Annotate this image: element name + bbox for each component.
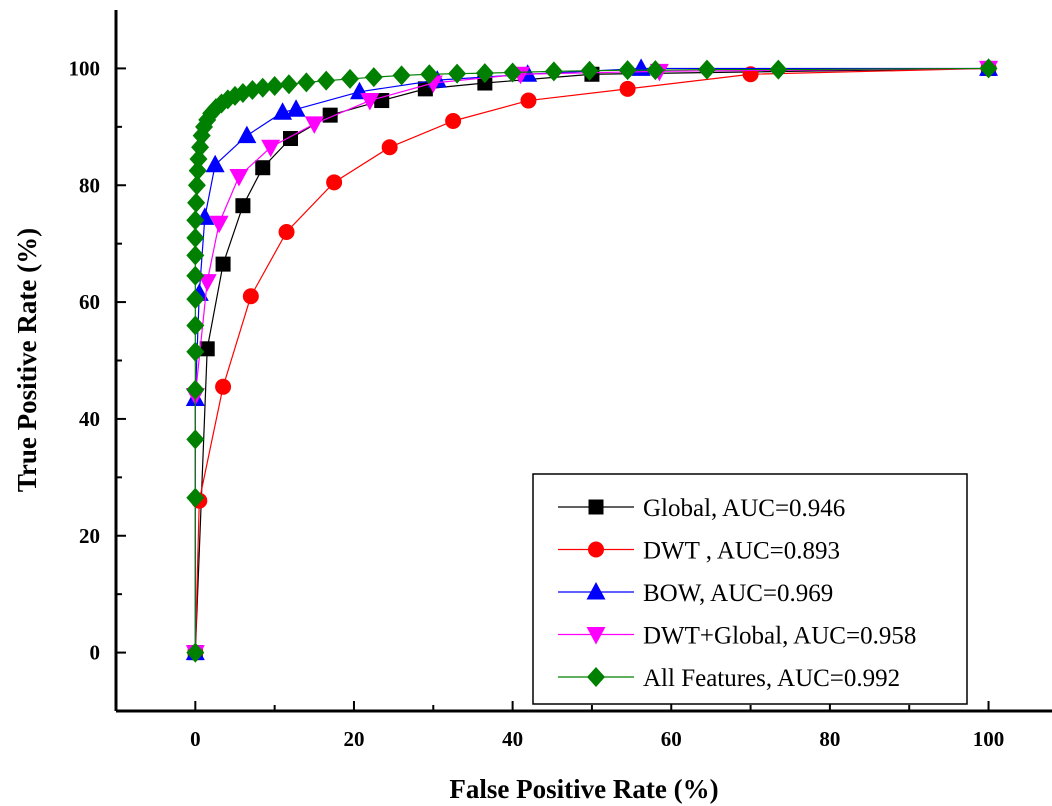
data-point [187, 175, 206, 196]
data-point [187, 192, 206, 213]
x-axis-title: False Positive Rate (%) [449, 774, 718, 804]
series-line [194, 67, 989, 653]
data-point [475, 63, 494, 84]
data-point [186, 642, 205, 663]
data-point [503, 62, 522, 83]
data-point [520, 92, 537, 109]
data-point [261, 139, 281, 158]
y-tick-label: 60 [79, 290, 100, 314]
y-tick-label: 0 [90, 641, 101, 665]
data-point [237, 125, 257, 144]
data-point [286, 99, 306, 117]
data-point [697, 59, 716, 80]
x-tick-label: 80 [819, 727, 840, 751]
data-point [381, 139, 398, 156]
data-point [769, 59, 788, 80]
data-point [619, 80, 636, 97]
data-point [420, 64, 439, 85]
legend-marker [586, 627, 606, 645]
y-axis-title: True Positive Rate (%) [12, 228, 42, 492]
x-tick-label: 0 [190, 727, 201, 751]
data-point [278, 223, 295, 240]
y-tick-label: 100 [69, 56, 101, 80]
data-point [646, 60, 665, 81]
legend-label: BOW, AUC=0.969 [643, 580, 833, 607]
data-point [197, 274, 217, 292]
y-tick-label: 80 [79, 173, 100, 197]
data-point [215, 256, 231, 272]
data-point [304, 116, 324, 134]
data-point [186, 265, 205, 286]
data-point [544, 61, 563, 82]
x-tick-label: 100 [973, 727, 1005, 751]
y-tick-label: 20 [79, 524, 100, 548]
legend-label: DWT , AUC=0.893 [643, 538, 840, 565]
data-point [253, 77, 272, 98]
data-point [979, 58, 998, 79]
data-point [445, 112, 462, 129]
data-point [186, 227, 205, 248]
data-point [341, 68, 359, 89]
data-point [631, 58, 651, 76]
series-line [194, 67, 989, 653]
data-point [618, 60, 637, 81]
data-point [580, 60, 599, 81]
data-point [215, 378, 232, 395]
data-point [360, 93, 380, 111]
data-point [186, 289, 205, 310]
series-4 [186, 58, 998, 663]
data-point [364, 67, 383, 88]
data-point [392, 65, 411, 86]
x-tick-label: 40 [502, 727, 523, 751]
data-point [317, 70, 336, 91]
legend-marker [587, 667, 605, 687]
data-point [186, 210, 205, 231]
data-point [235, 198, 251, 214]
data-point [229, 168, 249, 187]
data-point [205, 154, 225, 173]
data-point [273, 102, 293, 120]
x-tick-label: 20 [343, 727, 364, 751]
data-point [255, 160, 271, 176]
legend-label: Global, AUC=0.946 [643, 495, 845, 522]
legend-marker [588, 541, 604, 558]
legend-marker [588, 499, 604, 515]
data-point [186, 429, 205, 450]
legend-marker [586, 582, 606, 600]
data-point [326, 174, 343, 191]
series-line [194, 67, 989, 653]
data-point [188, 160, 207, 181]
data-point [209, 215, 229, 234]
data-point [186, 341, 205, 362]
data-point [265, 75, 284, 96]
data-point [186, 487, 205, 508]
legend-label: DWT+Global, AUC=0.958 [643, 623, 916, 650]
data-point [186, 379, 205, 400]
data-point [186, 245, 205, 266]
data-point [242, 288, 259, 305]
x-tick-label: 60 [661, 727, 682, 751]
legend-label: All Features, AUC=0.992 [643, 665, 900, 692]
data-point [448, 63, 467, 84]
data-point [186, 315, 205, 336]
y-tick-label: 40 [79, 407, 100, 431]
data-point [279, 74, 298, 95]
legend-box [532, 473, 968, 705]
data-point [297, 72, 316, 93]
